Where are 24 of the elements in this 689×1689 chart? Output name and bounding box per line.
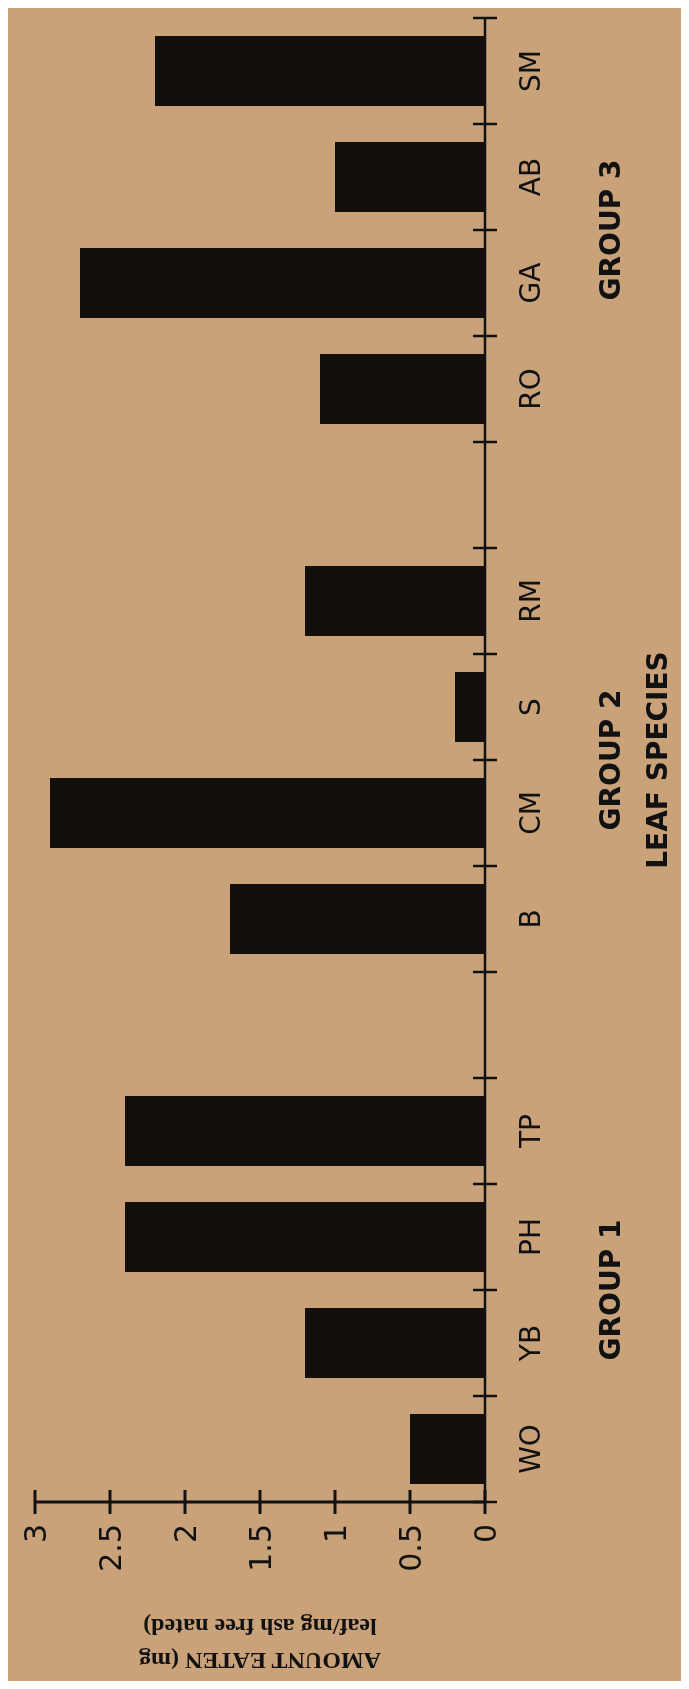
y-tick-label: PH <box>513 1218 547 1256</box>
y-tick-label: YB <box>513 1324 547 1363</box>
y-tick-label: S <box>513 698 547 716</box>
y-tick-label: WO <box>513 1424 547 1474</box>
x-tick-label: 3 <box>17 1524 53 1544</box>
y-tick-label: GA <box>513 262 547 304</box>
y-tick-label: B <box>513 909 547 929</box>
y-tick-label: RO <box>513 368 547 410</box>
x-tick-label: 2 <box>167 1524 203 1544</box>
text: GROUP 1 <box>593 1219 627 1361</box>
text: GROUP 3 <box>593 159 627 301</box>
y-tick-label: SM <box>513 50 547 92</box>
x-axis-title: AMOUNT EATEN (mg leaf/mg ash free nated) <box>139 1613 381 1674</box>
y-axis-title: LEAF SPECIES <box>640 651 674 869</box>
text: GROUP 2 <box>593 689 627 831</box>
x-tick-label: 2.5 <box>92 1524 128 1572</box>
x-tick-label: 0 <box>467 1524 503 1544</box>
y-tick-label: TP <box>513 1114 547 1149</box>
y-tick-label: CM <box>513 791 547 835</box>
y-tick-label: AB <box>513 157 547 197</box>
y-tick-label: RM <box>513 579 547 623</box>
x-tick-label: 1.5 <box>242 1524 278 1572</box>
x-tick-label: 1 <box>317 1524 353 1544</box>
x-tick-label: 0.5 <box>392 1524 428 1572</box>
